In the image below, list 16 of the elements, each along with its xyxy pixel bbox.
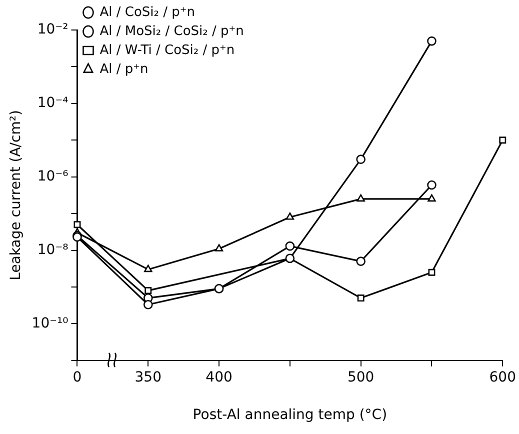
legend-label: Al / CoSi₂ / p⁺n xyxy=(100,4,195,20)
x-axis-title: Post-Al annealing temp (°C) xyxy=(192,407,388,424)
y-tick-label: 10⁻⁸ xyxy=(37,242,69,258)
legend-label: Al / W-Ti / CoSi₂ / p⁺n xyxy=(100,42,235,58)
y-axis-title: Leakage current (A/cm²) xyxy=(8,110,24,280)
x-tick-label: 0 xyxy=(72,369,82,386)
x-tick-label: 350 xyxy=(134,369,162,386)
y-tick-label: 10⁻⁴ xyxy=(37,95,69,112)
y-tick-label: 10⁻¹⁰ xyxy=(32,315,69,332)
y-tick-label: 10⁻⁶ xyxy=(37,168,69,184)
x-tick-label: 400 xyxy=(206,369,232,386)
x-tick-label: 500 xyxy=(347,369,374,386)
x-tick-label: 600 xyxy=(489,369,516,386)
legend-label: Al / MoSi₂ / CoSi₂ / p⁺n xyxy=(100,24,244,39)
y-tick-label: 10⁻² xyxy=(37,22,68,38)
legend-label: Al / p⁺n xyxy=(100,62,148,77)
